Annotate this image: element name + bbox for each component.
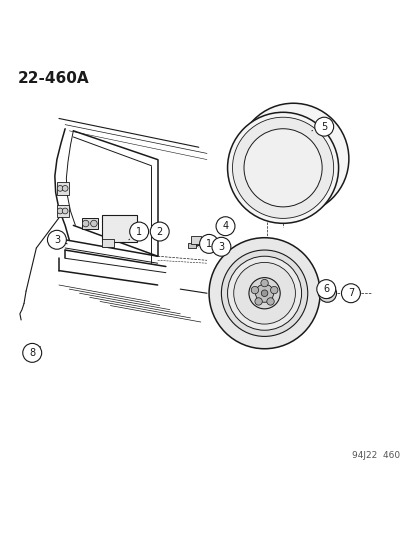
Text: 6: 6 [323,284,328,294]
Text: 5: 5 [320,122,327,132]
Circle shape [261,290,267,296]
Text: 22-460A: 22-460A [18,71,89,86]
Circle shape [221,250,307,336]
Circle shape [270,286,277,294]
Text: 8: 8 [29,348,35,358]
Text: 1: 1 [136,227,142,237]
Circle shape [150,222,169,241]
Bar [81,219,98,229]
Text: 1: 1 [206,239,211,249]
Circle shape [216,217,235,236]
Circle shape [351,290,356,296]
Circle shape [248,278,280,309]
Circle shape [57,185,63,191]
Text: 3: 3 [54,235,60,245]
Circle shape [227,256,301,330]
Circle shape [316,280,335,298]
Circle shape [324,291,329,296]
Circle shape [62,185,68,191]
Text: 4: 4 [222,221,228,231]
Circle shape [211,237,230,256]
Bar [190,236,200,244]
Circle shape [129,222,148,241]
Circle shape [90,220,97,227]
Circle shape [321,288,332,298]
Circle shape [23,343,42,362]
Circle shape [232,117,333,219]
Circle shape [260,279,268,287]
Circle shape [82,220,89,227]
Circle shape [243,129,321,207]
Circle shape [57,208,63,214]
Bar [102,239,114,247]
Circle shape [318,284,336,302]
Circle shape [341,284,359,303]
Bar [188,243,195,248]
FancyBboxPatch shape [102,215,137,242]
Circle shape [254,298,262,305]
Bar [57,205,69,217]
Bar [57,182,69,195]
Circle shape [62,208,68,214]
Circle shape [199,235,218,253]
Text: 7: 7 [347,288,353,298]
Circle shape [47,230,66,249]
Circle shape [237,103,348,214]
Circle shape [254,120,332,198]
Circle shape [314,117,333,136]
Circle shape [255,284,273,302]
Circle shape [251,286,258,294]
Circle shape [266,298,273,305]
Circle shape [227,112,338,223]
Circle shape [233,262,295,324]
Text: 2: 2 [156,227,162,237]
Circle shape [209,238,319,349]
Text: 94J22  460: 94J22 460 [351,451,399,460]
Text: 3: 3 [218,242,224,252]
